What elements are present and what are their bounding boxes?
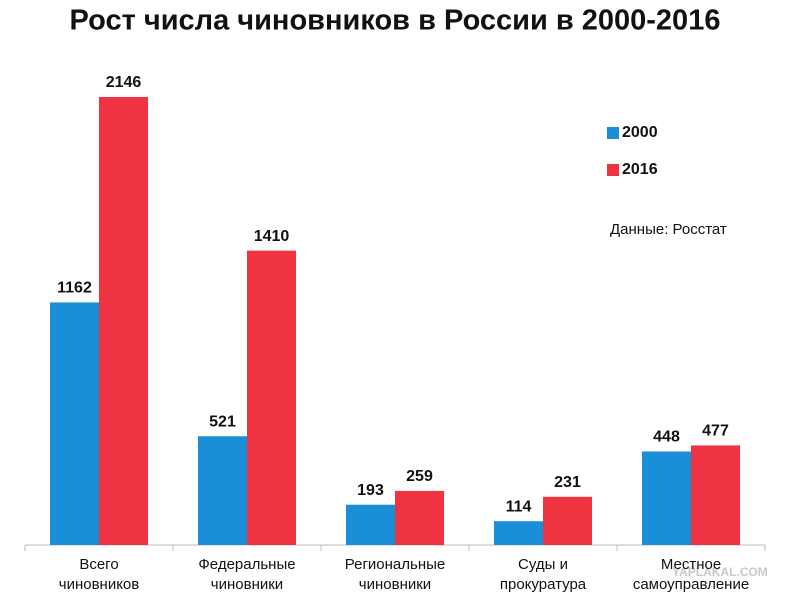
bar (691, 445, 740, 545)
legend-label: 2000 (622, 124, 658, 141)
value-label: 231 (554, 474, 581, 491)
value-label: 193 (357, 482, 384, 499)
bar (99, 97, 148, 545)
value-label: 521 (209, 413, 236, 430)
legend-label: 2016 (622, 161, 658, 178)
x-tick-label: Федеральные чиновники (198, 556, 295, 593)
value-label: 477 (702, 423, 729, 440)
x-tick-label: Всего чиновников (59, 556, 140, 593)
value-label: 114 (506, 498, 532, 515)
bar (346, 504, 395, 545)
bar (395, 490, 444, 545)
x-tick-label: Местное самоуправление (633, 556, 749, 593)
bar (543, 496, 592, 545)
value-label: 2146 (106, 74, 142, 91)
value-label: 259 (406, 468, 433, 485)
value-label: 1410 (254, 228, 290, 245)
bar (494, 521, 543, 545)
bar (50, 302, 99, 545)
value-label: 448 (653, 429, 680, 446)
bar (642, 451, 691, 545)
legend-swatch (607, 164, 619, 176)
source-note: Данные: Росстат (610, 221, 727, 238)
chart-title: Рост числа чиновников в России в 2000-20… (70, 5, 721, 37)
x-tick-label: Региональные чиновники (345, 556, 445, 593)
watermark: YAPLAKAL.COM (672, 565, 768, 579)
value-label: 1162 (57, 280, 92, 297)
x-tick-label: Суды и прокуратура (500, 556, 587, 593)
bar (198, 436, 247, 545)
legend-swatch (607, 127, 619, 139)
bar (247, 250, 296, 546)
